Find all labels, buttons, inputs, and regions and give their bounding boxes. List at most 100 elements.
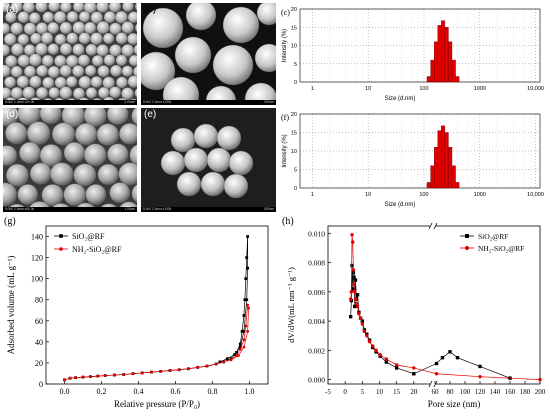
data-point [168, 369, 172, 372]
sphere [200, 171, 226, 197]
panel-label: (h) [282, 216, 294, 227]
sphere [42, 76, 55, 89]
sphere [115, 54, 128, 67]
data-point [96, 374, 100, 378]
plot-frame [299, 113, 541, 189]
sphere [78, 11, 91, 23]
data-point [434, 372, 439, 376]
chart-f: (f) 1 10 100 1000 10,000 0 5 10 15 20 Size (d.nm) In… [280, 108, 548, 212]
sphere [63, 142, 86, 164]
sphere [10, 65, 23, 78]
sphere [96, 123, 119, 146]
sphere [119, 123, 137, 145]
sphere [127, 32, 137, 46]
data-point [354, 301, 359, 306]
axis-break-mark [428, 380, 433, 388]
legend-label: SiO₂@RF [478, 232, 508, 241]
panel-label-b: (b) [144, 4, 157, 15]
data-point [350, 233, 354, 237]
sem-info-d: 5.0kV 2.0mm x50.0k [5, 207, 35, 211]
data-point [434, 361, 439, 366]
data-point [374, 348, 378, 353]
sphere [3, 145, 18, 166]
sphere [3, 22, 11, 35]
data-point [350, 263, 354, 268]
sem-scale-b: 500nm [264, 100, 274, 104]
sem-info-a: 5.0kV 2.0mm x20.0k [5, 100, 35, 104]
y-tick-label: 5 [294, 168, 297, 174]
sphere [3, 3, 11, 13]
data-point [367, 339, 372, 344]
data-point [351, 240, 355, 244]
sphere [134, 3, 137, 12]
y-tick-label: 0.008 [308, 259, 325, 268]
data-point [246, 235, 250, 238]
sphere [206, 147, 232, 173]
sphere [39, 144, 63, 167]
sphere [244, 82, 276, 105]
data-point [225, 357, 229, 361]
sphere [97, 163, 119, 186]
data-point [113, 373, 116, 377]
sphere [59, 21, 73, 35]
sphere [193, 123, 219, 149]
sphere [10, 86, 24, 100]
data-point [538, 377, 542, 382]
data-point [63, 378, 66, 382]
sem-info-bar-e: 5.0kV 2.0mm x100k 500nm [141, 207, 276, 212]
sem-image-e-spheres [141, 108, 276, 212]
sem-scale-e: 500nm [264, 207, 274, 211]
sphere [107, 143, 129, 165]
x-tick-label: 10 [365, 192, 371, 198]
sphere [109, 22, 122, 35]
sem-image-a-spheres [3, 3, 137, 105]
chart-f-svg: (f) 1 10 100 1000 10,000 0 5 10 15 20 Size (d.nm) In… [281, 112, 544, 208]
sphere [4, 76, 17, 89]
sphere [28, 53, 42, 67]
sphere [183, 147, 209, 173]
x-tick-label: 10 [365, 86, 371, 92]
sem-info-bar-a: 5.0kV 2.0mm x20.0k 2.00um [3, 100, 137, 105]
y-tick-label: 15 [291, 131, 297, 137]
data-point [218, 360, 222, 364]
y-tick-label: 0.010 [308, 229, 325, 238]
bar [437, 25, 442, 83]
sphere [162, 76, 200, 105]
legend-label: NH₂-SiO₂@RF [478, 244, 524, 253]
axis-break-mark [433, 222, 438, 230]
bar [441, 125, 446, 189]
sphere [78, 75, 92, 89]
sphere [83, 108, 107, 127]
x-tick-label: 20 [410, 388, 418, 396]
axis-break-gap [430, 223, 436, 229]
sphere [5, 11, 17, 23]
panel-label-e: (e) [144, 109, 157, 120]
sphere [127, 75, 137, 88]
y-tick-label: 0.004 [308, 317, 325, 326]
sem-info-bar-d: 5.0kV 2.0mm x50.0k 1.00um [3, 207, 137, 212]
data-point [362, 329, 367, 334]
sem-scale-d: 1.00um [124, 207, 135, 211]
sphere [23, 65, 37, 78]
sphere [85, 87, 98, 99]
sphere [108, 3, 122, 13]
sphere [96, 44, 109, 57]
sphere [35, 86, 49, 100]
sphere [6, 163, 29, 187]
sphere [133, 65, 137, 78]
sphere [19, 141, 41, 164]
sphere [141, 51, 176, 91]
data-point [246, 266, 250, 270]
sphere [59, 64, 72, 78]
x-tick-label: 10 [376, 388, 384, 396]
data-point [412, 366, 416, 370]
data-point [238, 347, 242, 351]
sphere [17, 184, 39, 205]
data-point [394, 363, 399, 367]
sphere [77, 54, 91, 67]
bar [441, 20, 446, 83]
data-point [478, 374, 482, 379]
panel-label: (c) [281, 8, 290, 17]
data-point [355, 293, 360, 297]
y-tick-label: 15 [291, 25, 297, 31]
